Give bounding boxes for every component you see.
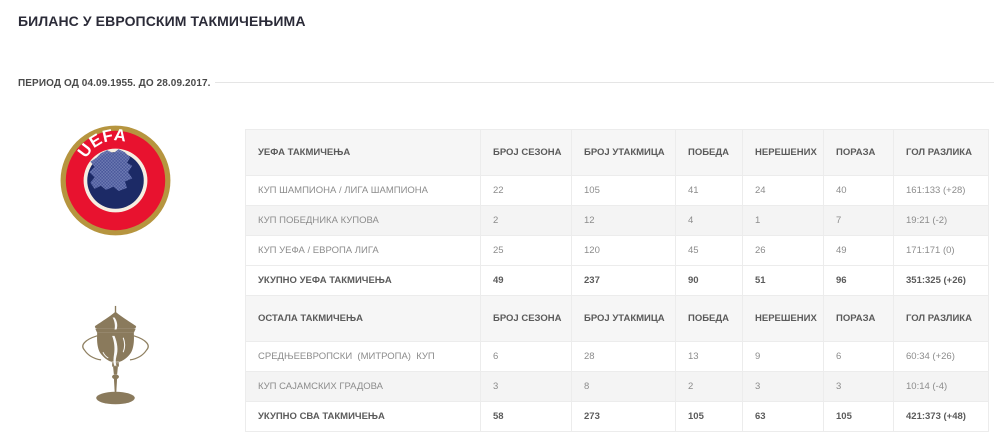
svg-text:XXX/XX: XXX/XX (110, 360, 123, 364)
